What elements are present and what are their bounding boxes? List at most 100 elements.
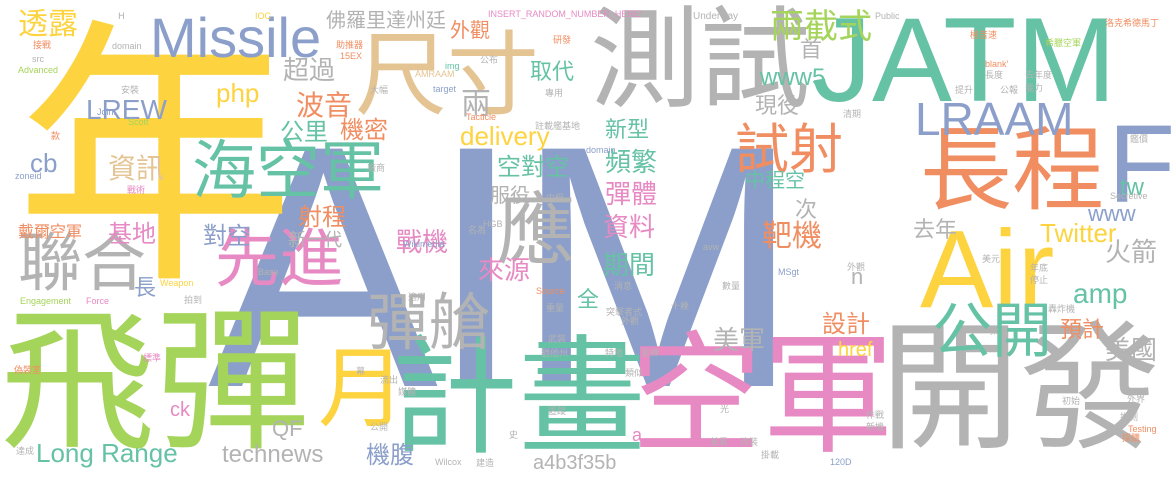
word-boyin: 波音 bbox=[296, 89, 353, 122]
word-lraam: LRAAM bbox=[915, 93, 1074, 145]
word-xinji: 掛載 bbox=[761, 451, 780, 461]
word-gongli: 公里 bbox=[280, 118, 328, 146]
word-pinfan: 頻繁 bbox=[605, 148, 658, 178]
word-zhuzai: 清期 bbox=[843, 110, 862, 120]
word-guazai: 差異 bbox=[710, 438, 729, 448]
word-foluolida: 佛羅里達州廷 bbox=[326, 8, 446, 32]
word-twitter: Twitter bbox=[1040, 218, 1117, 248]
word-15ex: 15EX bbox=[340, 51, 363, 61]
word-xiaoxi: 適用 bbox=[408, 293, 427, 303]
word-waiji: 史 bbox=[509, 431, 519, 441]
word-yuji: 預計 bbox=[1060, 318, 1105, 343]
word-delivery: delivery bbox=[460, 121, 550, 151]
word-n: n bbox=[851, 264, 864, 289]
word-chicun: 尺寸 bbox=[355, 22, 540, 129]
word-shiyong: 拍到 bbox=[184, 296, 203, 306]
word-chaoguo: 超過 bbox=[283, 56, 336, 86]
word-jiyinsu: 研發 bbox=[553, 36, 572, 46]
word-guang: 雷神 bbox=[641, 349, 660, 359]
word-kuan: 安裝 bbox=[121, 86, 140, 96]
word-duikong: 對空 bbox=[203, 222, 251, 250]
word-jianjia: 名為 bbox=[468, 226, 487, 236]
word-avw: avw bbox=[703, 242, 720, 252]
word-huojian: 火箭 bbox=[1105, 238, 1158, 268]
word-shuliang: 類似 bbox=[625, 369, 644, 379]
word-toulu: 透露 bbox=[18, 7, 78, 42]
word-waiguan: 外觀 bbox=[450, 18, 490, 42]
word-liangjieshi: 兩截式 bbox=[770, 7, 872, 47]
word-changcheng: 長程 bbox=[920, 117, 1105, 224]
word-www5: www5 bbox=[760, 64, 826, 91]
word-changdu: 能力 bbox=[1025, 84, 1044, 94]
word-xianjin: 先進 bbox=[215, 223, 343, 297]
word-shecheng: 射程 bbox=[298, 203, 346, 231]
word-120d: 120D bbox=[830, 457, 852, 467]
word-weizhuangshi: 註載艦基地 bbox=[535, 122, 581, 132]
word-img: img bbox=[445, 61, 460, 71]
word-tw: tw bbox=[1120, 174, 1144, 201]
word-zixun: 資訊 bbox=[108, 152, 165, 185]
word-advanced: Advanced bbox=[18, 65, 59, 75]
word-insert: INSERT_RANDOM_NUMBER_HERE' bbox=[488, 9, 642, 19]
word-shou: 首 bbox=[800, 38, 823, 63]
word-zhanshu: 款 bbox=[51, 132, 61, 142]
word-anzhuang: 專用 bbox=[545, 89, 564, 99]
word-danti: 彈體 bbox=[605, 180, 658, 210]
word-luoke: 極音速 bbox=[970, 31, 998, 41]
word-jianzao: 達成 bbox=[16, 447, 35, 457]
word-fazhan: 太 bbox=[990, 327, 1000, 337]
word-hua: 匿蹤 bbox=[548, 407, 567, 417]
word-joint: Joint bbox=[97, 107, 117, 117]
word-xinxing: 新型 bbox=[605, 118, 650, 143]
word-yanfa: 公布 bbox=[480, 56, 499, 66]
word-public: Public bbox=[875, 11, 900, 21]
word-php: php bbox=[216, 78, 260, 108]
word-xinyidai: 新一代 bbox=[288, 230, 342, 251]
word-dafu: 公報 bbox=[1000, 86, 1019, 96]
word-kongduikong: 空對空 bbox=[497, 153, 569, 181]
word-qudai: 取代 bbox=[530, 60, 575, 85]
word-leisi: 轟炸機 bbox=[1048, 305, 1076, 315]
word-air: Air bbox=[920, 208, 1055, 331]
word-kaifa: 開發 bbox=[880, 308, 1161, 471]
word-laiyuan: 來源 bbox=[478, 256, 531, 286]
word-quan: 全 bbox=[577, 288, 600, 313]
word-lianhe: 聯合 bbox=[18, 227, 146, 301]
word-underway: Underway bbox=[693, 11, 739, 22]
word-biaozhun: 偽裝室 bbox=[14, 366, 42, 376]
word-mingwei: 中程 bbox=[546, 194, 565, 204]
word-scott: Scott bbox=[128, 117, 149, 127]
word-testing: Testing bbox=[1128, 424, 1157, 434]
word-chang: 長 bbox=[134, 276, 157, 301]
word-fuyi: 服役 bbox=[490, 183, 530, 207]
word-wikimedia: Wikimedia bbox=[403, 239, 445, 249]
word-nengli: 去年度 bbox=[1025, 71, 1053, 81]
word-tuice: 外界 bbox=[1127, 395, 1146, 405]
word-liuchu: 數量 bbox=[722, 282, 741, 292]
word-chushi: 作戰 bbox=[866, 411, 885, 421]
word-feidan: 飛彈 bbox=[0, 292, 310, 473]
word-wuzhuang: 猶他州 bbox=[541, 349, 569, 359]
word-jihua: 計畫 bbox=[390, 324, 647, 473]
word-tisheng: 長度 bbox=[985, 71, 1004, 81]
word-blank: blank' bbox=[985, 59, 1009, 69]
word-hill: 幕 bbox=[356, 366, 366, 376]
word-gongchi: 採購 bbox=[1122, 434, 1141, 444]
word-cb: cb bbox=[30, 148, 58, 178]
word-weapon: Weapon bbox=[160, 278, 194, 288]
word-hgb: HGB bbox=[483, 219, 503, 229]
word-source: Source bbox=[536, 286, 565, 296]
word-gongbu: 助推器 bbox=[336, 41, 364, 51]
word-missile: Missile bbox=[150, 6, 322, 69]
word-engagement: Engagement bbox=[20, 296, 72, 306]
word-youta: 標準 bbox=[143, 354, 162, 364]
word-jindu: 初始 bbox=[1062, 397, 1081, 407]
word-tujizhe: 消息 bbox=[614, 282, 633, 292]
word-gongkai: 公開 bbox=[932, 297, 1052, 367]
word-ceshi: 測試 bbox=[590, 0, 810, 124]
word-shiji: 外觀 bbox=[621, 317, 640, 327]
word-hongzhaji: 停止 bbox=[1030, 276, 1049, 286]
word-href: href bbox=[838, 339, 873, 361]
word-xianyi: 現役 bbox=[755, 94, 800, 119]
